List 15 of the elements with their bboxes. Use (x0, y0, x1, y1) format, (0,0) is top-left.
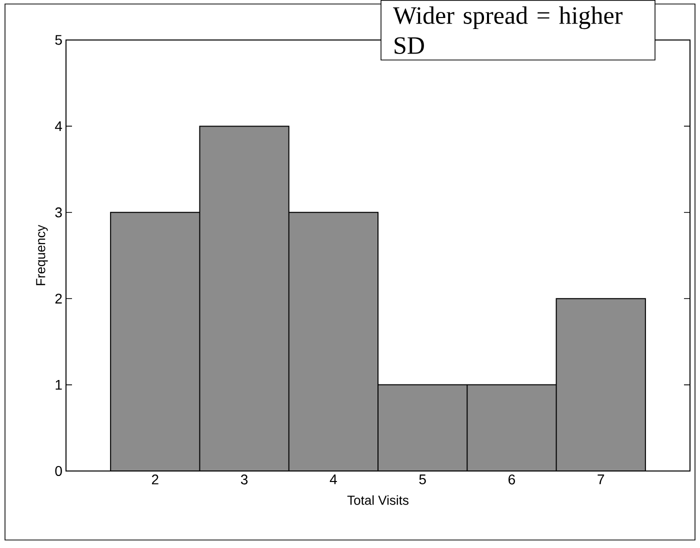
y-tick-label: 1 (56, 380, 62, 390)
x-tick-label: 5 (419, 474, 426, 484)
y-tick-label: 4 (54, 121, 62, 132)
y-tick-label: 2 (55, 294, 62, 304)
x-tick-label: 6 (508, 474, 515, 484)
x-axis-title: Total Visits (347, 495, 408, 505)
x-tick-label: 3 (240, 474, 248, 484)
annotation: Wider spread = higher SD (393, 6, 622, 54)
x-tick-label: 4 (330, 474, 337, 484)
y-tick-label: 5 (55, 35, 62, 45)
x-tick-label: 2 (152, 474, 158, 484)
x-tick-label: 7 (598, 474, 604, 484)
y-axis-title: Frequency (36, 224, 48, 286)
y-tick-label: 3 (55, 207, 62, 218)
y-tick-label: 0 (55, 466, 62, 476)
